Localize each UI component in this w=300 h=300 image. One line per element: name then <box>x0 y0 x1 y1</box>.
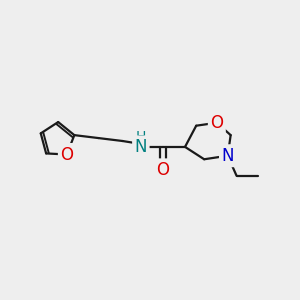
Text: O: O <box>210 114 223 132</box>
Text: N: N <box>135 138 147 156</box>
Text: O: O <box>156 161 170 179</box>
Text: H: H <box>136 130 146 145</box>
Text: N: N <box>221 147 234 165</box>
Text: O: O <box>60 146 74 164</box>
